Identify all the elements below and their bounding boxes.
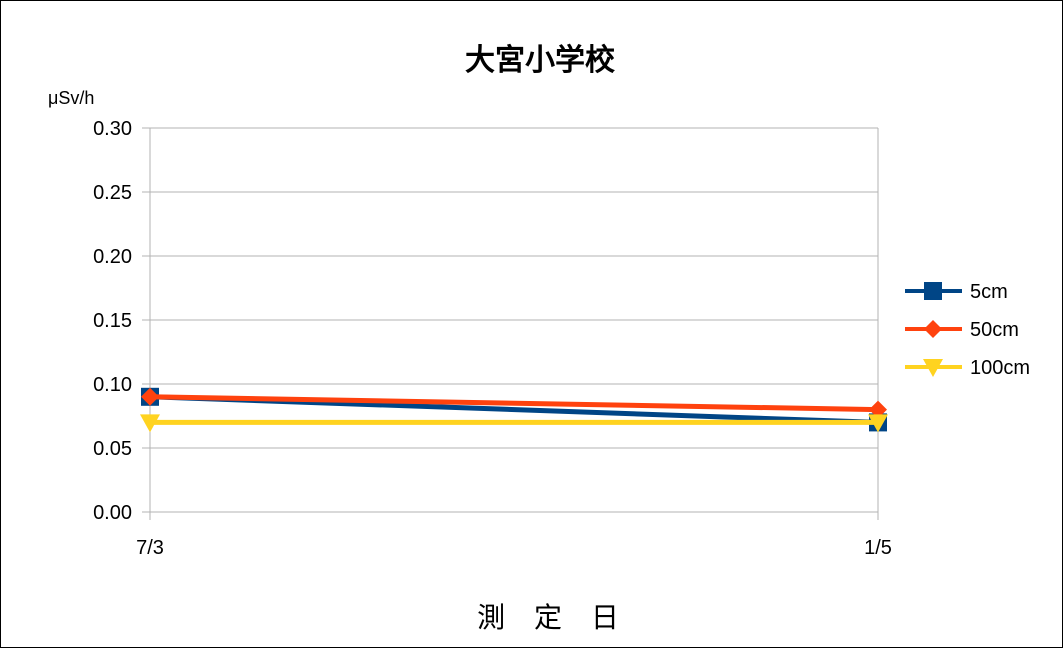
legend-label: 100cm — [970, 357, 1030, 379]
y-tick-label: 0.10 — [93, 374, 132, 396]
series-line-50cm — [147, 394, 881, 413]
chart-title: 大宮小学校 — [465, 43, 615, 78]
axes: 0.00 0.05 0.10 0.15 0.20 0.25 0.30 7/3 1/5 — [93, 118, 892, 559]
x-axis-title: 測 定 日 — [477, 601, 629, 634]
gridlines — [149, 127, 879, 520]
y-tick-label: 0.15 — [93, 310, 132, 332]
x-tick-label: 7/3 — [136, 537, 164, 559]
data-point-100cm — [868, 414, 888, 433]
y-tick-label: 0.20 — [93, 246, 132, 268]
legend-marker-5cm — [924, 282, 942, 300]
data-point-100cm — [140, 414, 160, 433]
plot-area — [140, 387, 888, 433]
y-unit-label: μSv/h — [48, 88, 94, 108]
y-tick-label: 0.25 — [93, 182, 132, 204]
data-point-50cm — [869, 400, 887, 419]
legend-label: 5cm — [970, 281, 1008, 303]
y-tick-label: 0.30 — [93, 118, 132, 140]
y-tick-label: 0.00 — [93, 502, 132, 524]
y-tick-label: 0.05 — [93, 438, 132, 460]
x-tick-label: 1/5 — [864, 537, 892, 559]
legend-label: 50cm — [970, 319, 1019, 341]
legend-marker-50cm — [924, 320, 942, 338]
legend-marker-100cm — [923, 359, 943, 377]
legend: 5cm 50cm 100cm — [905, 281, 1030, 379]
data-point-50cm — [141, 387, 159, 406]
